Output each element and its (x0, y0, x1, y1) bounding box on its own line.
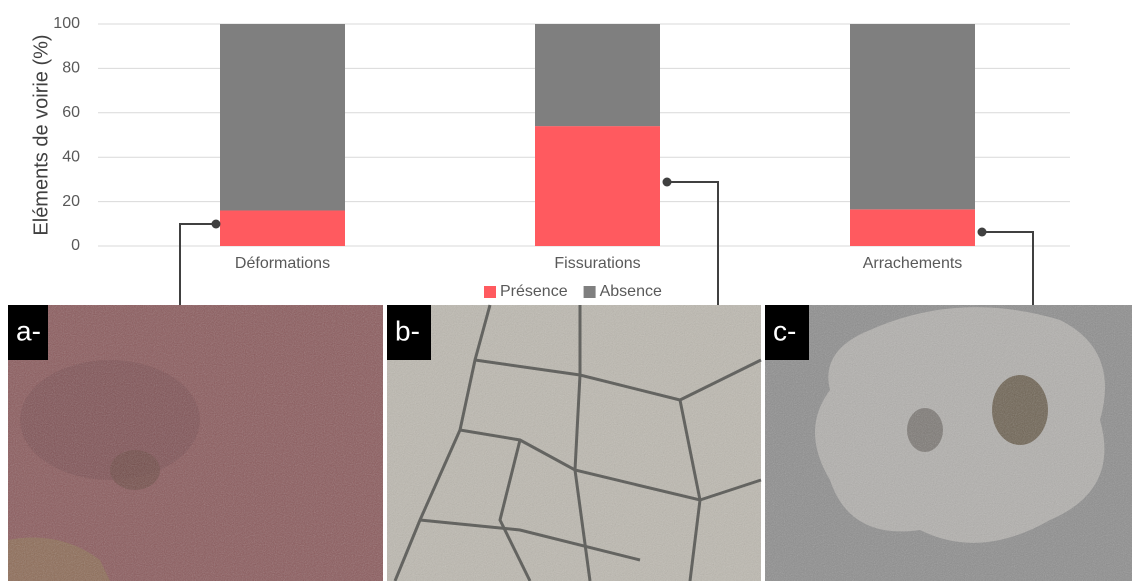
bar-segment (220, 210, 345, 246)
y-tick-label: 40 (62, 148, 80, 165)
connector-dot (662, 177, 672, 187)
photo-labels: a-b-c- (8, 305, 809, 360)
y-tick-label: 80 (62, 60, 80, 77)
photo-b (387, 304, 762, 581)
y-tick-label: 0 (71, 237, 80, 254)
y-tick-label: 60 (62, 104, 80, 121)
x-tick-label: Déformations (235, 255, 330, 272)
photo-a (8, 305, 383, 581)
connector (982, 231, 1034, 305)
connector (179, 223, 216, 305)
legend-swatch (484, 286, 496, 298)
photo-label: c- (773, 315, 796, 346)
photo-label: b- (395, 315, 420, 346)
connector-dots (211, 177, 987, 237)
bar-segment (850, 209, 975, 246)
x-tick-label: Fissurations (554, 255, 640, 272)
photo-label: a- (16, 315, 41, 346)
y-tick-label: 20 (62, 193, 80, 210)
connector-dot (977, 227, 987, 237)
y-tick-label: 100 (53, 15, 80, 32)
bar-segment (535, 126, 660, 246)
photo-label-box (765, 305, 809, 360)
y-axis-title: Eléments de voirie (%) (30, 34, 52, 235)
photo-label-box (387, 305, 431, 360)
x-tick-label: Arrachements (863, 255, 963, 272)
legend-swatch (583, 286, 596, 298)
plot-area: 0 20 40 60 80 100 Déformations Fissurations Arra… (53, 15, 1070, 300)
legend-label: Absence (600, 283, 662, 300)
legend-label: Présence (500, 283, 568, 300)
photo-c (765, 305, 1132, 581)
bar-segment (535, 24, 660, 127)
connectors (179, 181, 1034, 305)
connector-dot (211, 219, 221, 229)
bar-segment (850, 24, 975, 210)
connector (667, 181, 719, 305)
photo-label-box (8, 305, 48, 360)
bar-segment (220, 24, 345, 211)
